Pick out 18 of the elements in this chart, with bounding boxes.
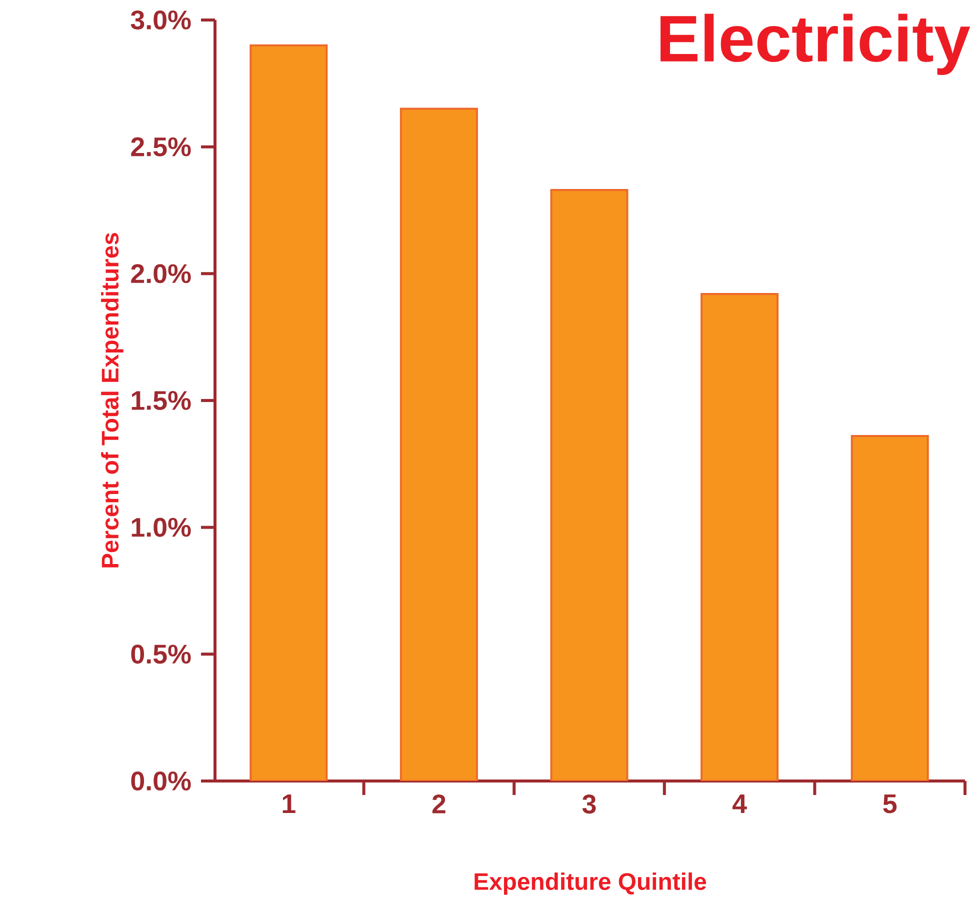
y-tick-label: 2.0%: [131, 264, 191, 284]
x-tick-label: 1: [282, 794, 296, 814]
bar: [250, 44, 328, 781]
x-axis-title: Expenditure Quintile: [474, 872, 706, 895]
y-tick-label: 3.0%: [130, 10, 191, 30]
y-tick-label: 0.0%: [131, 771, 191, 791]
x-tick-label: 5: [883, 794, 897, 814]
bar: [850, 435, 929, 781]
y-axis-title: Percent of Total Expenditures: [101, 232, 124, 568]
y-tick-label: 2.5%: [131, 137, 191, 156]
y-tick-label: 0.5%: [131, 644, 191, 664]
y-tick-label: 1.5%: [132, 391, 191, 410]
x-tick-label: 2: [432, 794, 446, 814]
chart-title: Electricity: [660, 14, 970, 76]
bar: [400, 108, 478, 781]
y-tick-label: 1.0%: [132, 518, 191, 537]
x-tick-label: 3: [582, 794, 596, 814]
x-tick-label: 4: [732, 794, 747, 814]
